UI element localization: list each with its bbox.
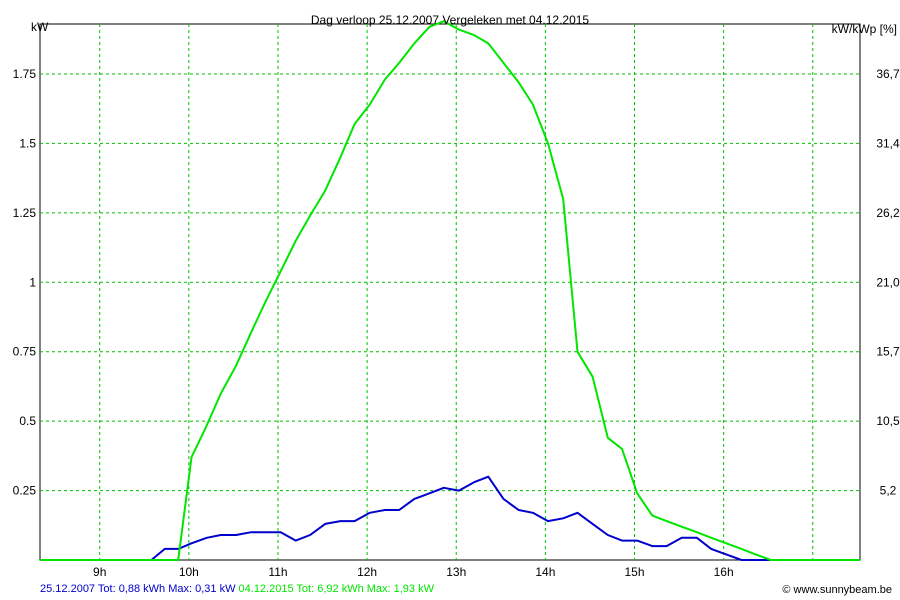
y-tick-label-right: 10,5 — [876, 414, 900, 428]
series-2-summary: 04.12.2015 Tot: 6,92 kWh Max: 1,93 kW — [235, 583, 434, 595]
y-tick-label-left: 0.25 — [13, 484, 37, 498]
y-tick-label-right: 36,7 — [876, 67, 900, 81]
x-tick-label: 13h — [446, 565, 466, 579]
y-tick-label-right: 21,0 — [876, 275, 900, 289]
series-line-1 — [40, 475, 860, 561]
x-tick-label: 15h — [624, 565, 644, 579]
series-line-2 — [40, 20, 860, 561]
y-tick-label-left: 1.5 — [19, 136, 36, 150]
gridlines — [40, 24, 860, 560]
x-axis-ticks: 9h 10h 11h 12h 13h 14h 15h 16h — [93, 565, 734, 579]
footer-summary: 25.12.2007 Tot: 0,88 kWh Max: 0,31 kW 04… — [40, 583, 434, 595]
y-tick-label-left: 1 — [29, 275, 36, 289]
y-axis-left-label: kW — [31, 20, 49, 34]
series-lines — [40, 20, 860, 561]
x-tick-label: 10h — [179, 565, 199, 579]
y-tick-label-right: 5,2 — [880, 484, 897, 498]
x-tick-label: 16h — [714, 565, 734, 579]
y-tick-label-right: 31,4 — [876, 136, 900, 150]
y-tick-label-right: 26,2 — [876, 206, 900, 220]
credit-text: © www.sunnybeam.be — [782, 584, 892, 596]
x-tick-label: 14h — [535, 565, 555, 579]
x-tick-label: 12h — [357, 565, 377, 579]
y-axis-right-ticks: 5,2 10,5 15,7 21,0 26,2 31,4 36,7 — [876, 67, 900, 498]
y-tick-label-left: 1.75 — [13, 67, 37, 81]
y-tick-label-left: 0.5 — [19, 414, 36, 428]
y-tick-label-right: 15,7 — [876, 345, 900, 359]
y-tick-label-left: 1.25 — [13, 206, 37, 220]
x-tick-label: 9h — [93, 565, 106, 579]
plot-area — [39, 23, 861, 561]
y-axis-left-ticks: 0.25 0.5 0.75 1 1.25 1.5 1.75 — [13, 67, 37, 498]
y-axis-right-label: kW/kWp [%] — [832, 22, 897, 36]
chart-title: Dag verloop 25.12.2007 Vergeleken met 04… — [311, 13, 590, 27]
x-tick-label: 11h — [268, 565, 287, 579]
series-1-summary: 25.12.2007 Tot: 0,88 kWh Max: 0,31 kW — [40, 583, 236, 595]
y-tick-label-left: 0.75 — [13, 345, 37, 359]
